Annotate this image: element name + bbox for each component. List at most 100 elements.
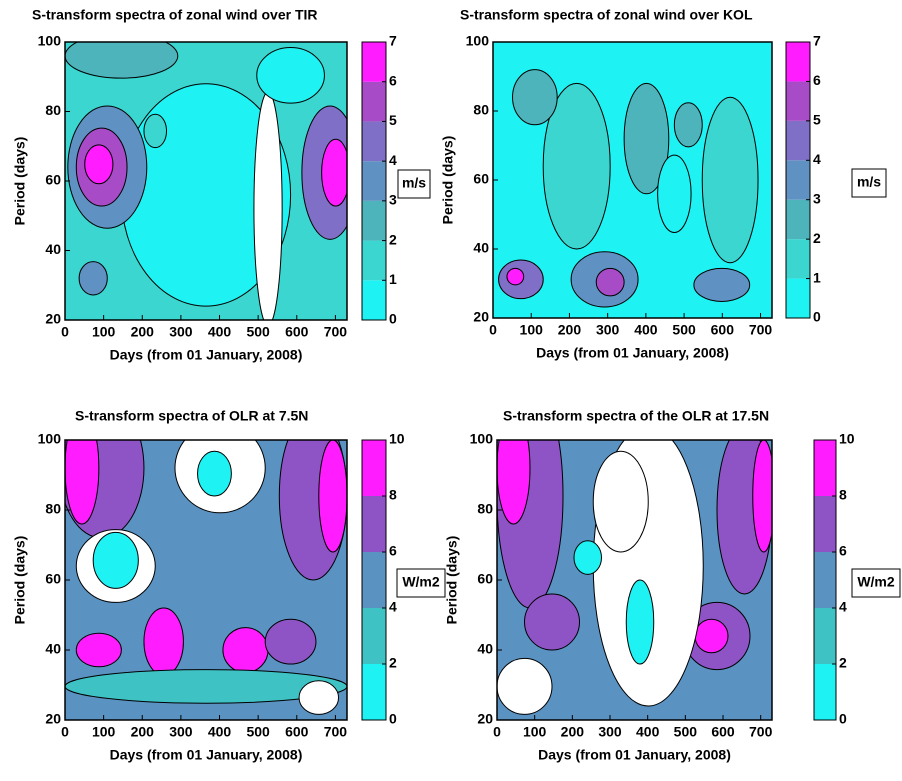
x-tick-label: 300	[169, 324, 193, 340]
contour-region	[701, 96, 759, 264]
colorbar-label: m/s	[857, 174, 881, 190]
x-tick-label: 200	[558, 322, 582, 338]
colorbar-tick-label: 4	[839, 599, 847, 615]
y-tick-label: 20	[45, 711, 61, 727]
x-tick-label: 400	[208, 324, 232, 340]
contour-region	[264, 618, 317, 665]
x-tick-label: 0	[61, 724, 69, 740]
x-tick-label: 100	[92, 724, 116, 740]
colorbar-segment	[786, 42, 810, 82]
y-tick-label: 60	[473, 171, 489, 187]
contour-region	[222, 627, 269, 673]
contour-region	[197, 450, 232, 497]
colorbar-segment	[362, 608, 386, 664]
x-tick-label: 100	[523, 724, 547, 740]
contour-field	[65, 42, 347, 320]
y-tick-label: 20	[477, 711, 493, 727]
y-tick-label: 20	[473, 309, 489, 325]
contour-region	[298, 680, 340, 715]
colorbar-segment	[362, 496, 386, 552]
contour-region	[524, 593, 580, 651]
colorbar-frame	[785, 41, 811, 319]
x-tick-label: 200	[131, 724, 155, 740]
x-axis-label: Days (from 01 January, 2008)	[110, 747, 303, 763]
colorbar-frame	[361, 439, 387, 721]
x-tick-label: 0	[489, 322, 497, 338]
colorbar-frame	[361, 41, 387, 321]
x-tick-label: 500	[246, 324, 270, 340]
y-axis-label: Period (days)	[440, 136, 456, 225]
y-tick-label: 40	[473, 240, 489, 256]
x-tick-label: 300	[169, 724, 193, 740]
colorbar-tick-label: 10	[839, 431, 855, 447]
colorbar-tick-label: 6	[389, 543, 397, 559]
contour-region	[512, 69, 558, 126]
colorbar-segment	[786, 278, 810, 318]
contour-region	[65, 42, 179, 79]
x-tick-label: 500	[674, 724, 698, 740]
x-tick-label: 200	[561, 724, 585, 740]
colorbar-tick-label: 4	[389, 152, 397, 168]
colorbar-segment	[362, 81, 386, 122]
colorbar-segment	[814, 496, 836, 552]
x-tick-label: 600	[285, 324, 309, 340]
contour-region	[542, 82, 611, 250]
contour-region	[321, 138, 347, 207]
colorbar-segment	[362, 552, 386, 608]
colorbar-tick-label: 5	[813, 112, 821, 128]
colorbar-segment	[362, 440, 386, 496]
y-tick-label: 40	[45, 241, 61, 257]
colorbar-tick-label: 2	[839, 655, 847, 671]
x-tick-label: 300	[598, 724, 622, 740]
x-tick-label: 0	[493, 724, 501, 740]
contour-region	[573, 540, 602, 575]
y-tick-label: 40	[45, 641, 61, 657]
colorbar-tick-label: 1	[389, 271, 397, 287]
x-tick-label: 600	[711, 724, 735, 740]
colorbar-segment	[362, 280, 386, 320]
colorbar-segment	[362, 240, 386, 281]
colorbar-segment	[814, 552, 836, 608]
y-tick-label: 80	[45, 102, 61, 118]
colorbar-segment	[362, 121, 386, 162]
colorbar-segment	[814, 440, 836, 496]
colorbar-tick-label: 4	[813, 151, 821, 167]
colorbar-segment	[786, 160, 810, 200]
x-tick-label: 600	[285, 724, 309, 740]
colorbar-tick-label: 3	[813, 190, 821, 206]
x-tick-label: 200	[131, 324, 155, 340]
contour-region	[657, 154, 692, 233]
colorbar-segment	[362, 200, 386, 241]
contour-region	[497, 657, 553, 715]
chart-title: S-transform spectra of zonal wind over K…	[460, 7, 753, 23]
y-tick-label: 80	[477, 501, 493, 517]
colorbar-segment	[814, 608, 836, 664]
x-tick-label: 500	[672, 322, 696, 338]
colorbar-tick-label: 8	[389, 487, 397, 503]
unit-box	[851, 168, 887, 198]
chart-title: S-transform spectra of OLR at 7.5N	[75, 408, 308, 424]
x-tick-label: 500	[246, 724, 270, 740]
x-axis-label: Days (from 01 January, 2008)	[110, 347, 303, 363]
colorbar-tick-label: 2	[813, 230, 821, 246]
colorbar-tick-label: 8	[839, 487, 847, 503]
x-tick-label: 300	[596, 322, 620, 338]
colorbar-tick-label: 3	[389, 192, 397, 208]
colorbar-tick-label: 0	[389, 711, 397, 727]
contour-field	[493, 42, 772, 318]
colorbar-label: W/m2	[857, 574, 895, 590]
y-tick-label: 100	[470, 431, 494, 447]
contour-region	[497, 440, 531, 525]
contour-region	[143, 607, 184, 676]
y-tick-label: 100	[38, 33, 62, 49]
colorbar-tick-label: 7	[389, 33, 397, 49]
colorbar-segment	[786, 239, 810, 279]
y-tick-label: 40	[477, 641, 493, 657]
colorbar-tick-label: 6	[839, 543, 847, 559]
contour-field	[497, 440, 772, 720]
contour-field	[65, 440, 347, 720]
colorbar-label: W/m2	[402, 574, 440, 590]
y-tick-label: 100	[466, 33, 490, 49]
x-tick-label: 400	[636, 724, 660, 740]
